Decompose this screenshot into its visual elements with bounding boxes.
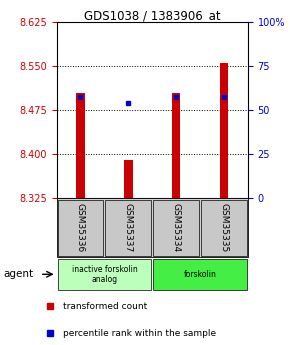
- Bar: [76, 93, 85, 198]
- FancyBboxPatch shape: [57, 259, 151, 290]
- Text: GSM35337: GSM35337: [124, 203, 133, 252]
- FancyBboxPatch shape: [57, 199, 104, 256]
- Bar: [172, 93, 180, 198]
- Title: GDS1038 / 1383906_at: GDS1038 / 1383906_at: [84, 9, 221, 22]
- FancyBboxPatch shape: [153, 199, 199, 256]
- FancyBboxPatch shape: [105, 199, 151, 256]
- Bar: [124, 160, 133, 198]
- Text: percentile rank within the sample: percentile rank within the sample: [63, 329, 216, 338]
- Text: GSM35336: GSM35336: [76, 203, 85, 252]
- Text: GSM35335: GSM35335: [220, 203, 229, 252]
- Text: transformed count: transformed count: [63, 302, 147, 311]
- FancyBboxPatch shape: [153, 259, 247, 290]
- Text: forskolin: forskolin: [184, 270, 217, 279]
- Bar: [220, 63, 228, 198]
- FancyBboxPatch shape: [201, 199, 247, 256]
- Text: inactive forskolin
analog: inactive forskolin analog: [72, 265, 137, 284]
- FancyBboxPatch shape: [57, 198, 248, 257]
- Text: agent: agent: [3, 269, 33, 279]
- Text: GSM35334: GSM35334: [172, 203, 181, 252]
